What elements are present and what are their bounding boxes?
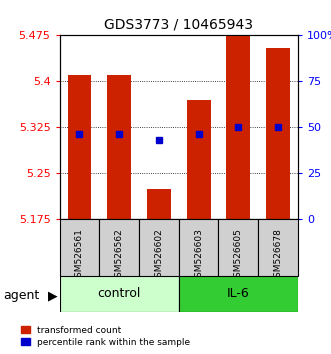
Bar bbox=[226, 35, 250, 219]
Text: ▶: ▶ bbox=[48, 289, 58, 302]
FancyBboxPatch shape bbox=[179, 219, 218, 276]
Text: GSM526603: GSM526603 bbox=[194, 228, 203, 283]
FancyBboxPatch shape bbox=[179, 276, 298, 312]
FancyBboxPatch shape bbox=[99, 219, 139, 276]
FancyBboxPatch shape bbox=[218, 219, 258, 276]
Text: agent: agent bbox=[3, 289, 40, 302]
Text: control: control bbox=[97, 287, 141, 300]
Bar bbox=[107, 75, 131, 219]
Text: GSM526678: GSM526678 bbox=[273, 228, 283, 283]
Bar bbox=[68, 75, 91, 219]
FancyBboxPatch shape bbox=[60, 219, 99, 276]
Text: GSM526561: GSM526561 bbox=[75, 228, 84, 283]
Text: GSM526605: GSM526605 bbox=[234, 228, 243, 283]
Bar bbox=[266, 48, 290, 219]
Bar bbox=[187, 100, 211, 219]
Bar bbox=[147, 189, 171, 219]
Text: GSM526602: GSM526602 bbox=[154, 228, 164, 283]
Title: GDS3773 / 10465943: GDS3773 / 10465943 bbox=[104, 17, 253, 32]
Text: GSM526562: GSM526562 bbox=[115, 228, 124, 283]
FancyBboxPatch shape bbox=[258, 219, 298, 276]
FancyBboxPatch shape bbox=[60, 276, 179, 312]
Legend: transformed count, percentile rank within the sample: transformed count, percentile rank withi… bbox=[21, 326, 190, 347]
Text: IL-6: IL-6 bbox=[227, 287, 250, 300]
FancyBboxPatch shape bbox=[139, 219, 179, 276]
